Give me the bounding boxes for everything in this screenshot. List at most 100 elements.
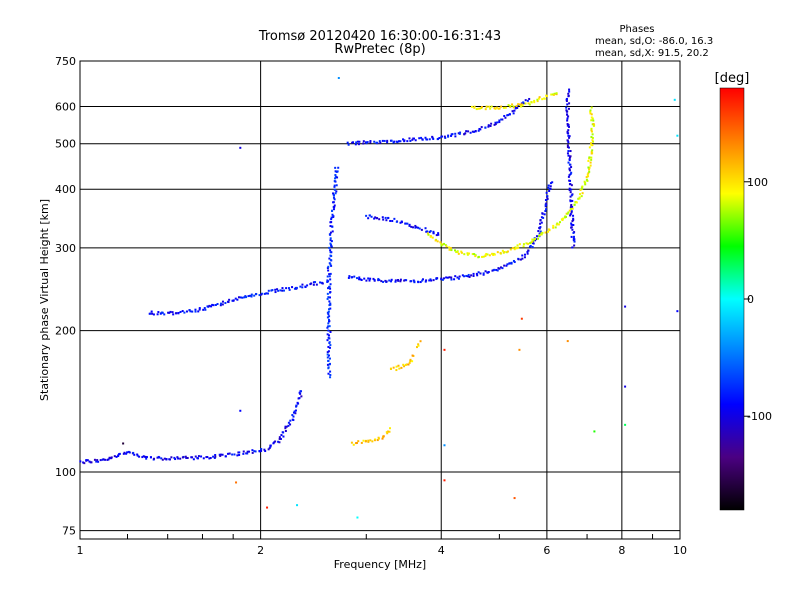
trace-point xyxy=(177,457,180,460)
trace-point xyxy=(458,275,461,278)
trace-point xyxy=(382,218,385,221)
trace-point xyxy=(298,397,301,400)
trace-point xyxy=(242,450,245,453)
trace-point xyxy=(83,462,86,465)
trace-point xyxy=(293,410,296,413)
trace-point xyxy=(327,345,330,348)
trace-point xyxy=(365,279,368,282)
trace-point xyxy=(196,457,199,460)
trace-point xyxy=(328,354,331,357)
trace-point xyxy=(385,280,388,283)
trace-point xyxy=(593,124,596,127)
trace-point xyxy=(327,310,330,313)
trace-point xyxy=(497,267,500,270)
trace-point xyxy=(539,226,542,229)
trace-point xyxy=(329,278,332,281)
trace-point xyxy=(168,458,171,461)
trace-point xyxy=(584,182,587,185)
trace-point xyxy=(567,123,570,126)
trace-point xyxy=(591,117,594,120)
trace-point xyxy=(589,110,592,113)
trace-point xyxy=(587,172,590,175)
data-traces xyxy=(79,77,679,519)
trace-point xyxy=(99,459,102,462)
trace-point xyxy=(386,141,389,144)
trace-point xyxy=(82,461,85,464)
trace-point xyxy=(376,439,379,442)
trace-point xyxy=(538,96,541,99)
trace-series xyxy=(79,390,303,465)
trace-point xyxy=(539,230,542,233)
trace-point xyxy=(587,175,590,178)
trace-point xyxy=(570,171,573,174)
trace-point xyxy=(408,224,411,227)
trace-point xyxy=(590,113,593,116)
trace-point xyxy=(567,95,570,98)
trace-point xyxy=(254,450,257,453)
trace-point xyxy=(424,227,427,230)
trace-point xyxy=(382,435,385,438)
trace-point xyxy=(570,207,573,210)
trace-point xyxy=(538,232,541,235)
trace-point xyxy=(568,90,571,93)
trace-point xyxy=(369,140,372,143)
trace-point xyxy=(334,192,337,195)
trace-point xyxy=(474,130,477,133)
trace-point xyxy=(233,453,236,456)
trace-point xyxy=(510,261,513,264)
trace-point xyxy=(477,271,480,274)
trace-point xyxy=(337,166,340,169)
trace-point xyxy=(219,453,222,456)
trace-point xyxy=(126,451,129,454)
trace-point xyxy=(362,439,365,442)
trace-point xyxy=(328,318,331,321)
trace-point xyxy=(125,452,128,455)
trace-point xyxy=(566,146,569,149)
trace-point xyxy=(490,122,493,125)
scatter-point xyxy=(356,516,359,519)
trace-point xyxy=(567,161,570,164)
trace-point xyxy=(329,237,332,240)
trace-point xyxy=(456,276,459,279)
trace-point xyxy=(467,273,470,276)
trace-point xyxy=(117,454,120,457)
trace-point xyxy=(432,230,435,233)
trace-point xyxy=(419,281,422,284)
trace-point xyxy=(512,259,515,262)
y-tick-label: 300 xyxy=(55,242,76,255)
trace-point xyxy=(570,205,573,208)
y-tick-label: 500 xyxy=(55,138,76,151)
trace-point xyxy=(144,455,147,458)
trace-point xyxy=(539,219,542,222)
trace-point xyxy=(333,198,336,201)
trace-point xyxy=(454,275,457,278)
trace-point xyxy=(314,281,317,284)
trace-point xyxy=(110,456,113,459)
trace-point xyxy=(464,132,467,135)
trace-point xyxy=(549,182,552,185)
trace-point xyxy=(588,170,591,173)
trace-point xyxy=(221,453,224,456)
trace-point xyxy=(468,252,471,255)
trace-point xyxy=(211,303,214,306)
trace-series xyxy=(326,166,340,379)
trace-point xyxy=(296,401,299,404)
trace-point xyxy=(506,250,509,253)
trace-point xyxy=(330,240,333,243)
trace-point xyxy=(390,278,393,281)
trace-point xyxy=(396,141,399,144)
trace-point xyxy=(565,100,568,103)
trace-point xyxy=(531,246,534,249)
trace-point xyxy=(536,98,539,101)
trace-point xyxy=(559,221,562,224)
scatter-points xyxy=(108,77,679,519)
trace-point xyxy=(250,293,253,296)
trace-point xyxy=(519,258,522,261)
trace-point xyxy=(497,107,500,110)
trace-point xyxy=(466,252,469,255)
trace-point xyxy=(567,211,570,214)
trace-point xyxy=(278,437,281,440)
trace-point xyxy=(304,285,307,288)
trace-point xyxy=(569,179,572,182)
trace-point xyxy=(533,101,536,104)
